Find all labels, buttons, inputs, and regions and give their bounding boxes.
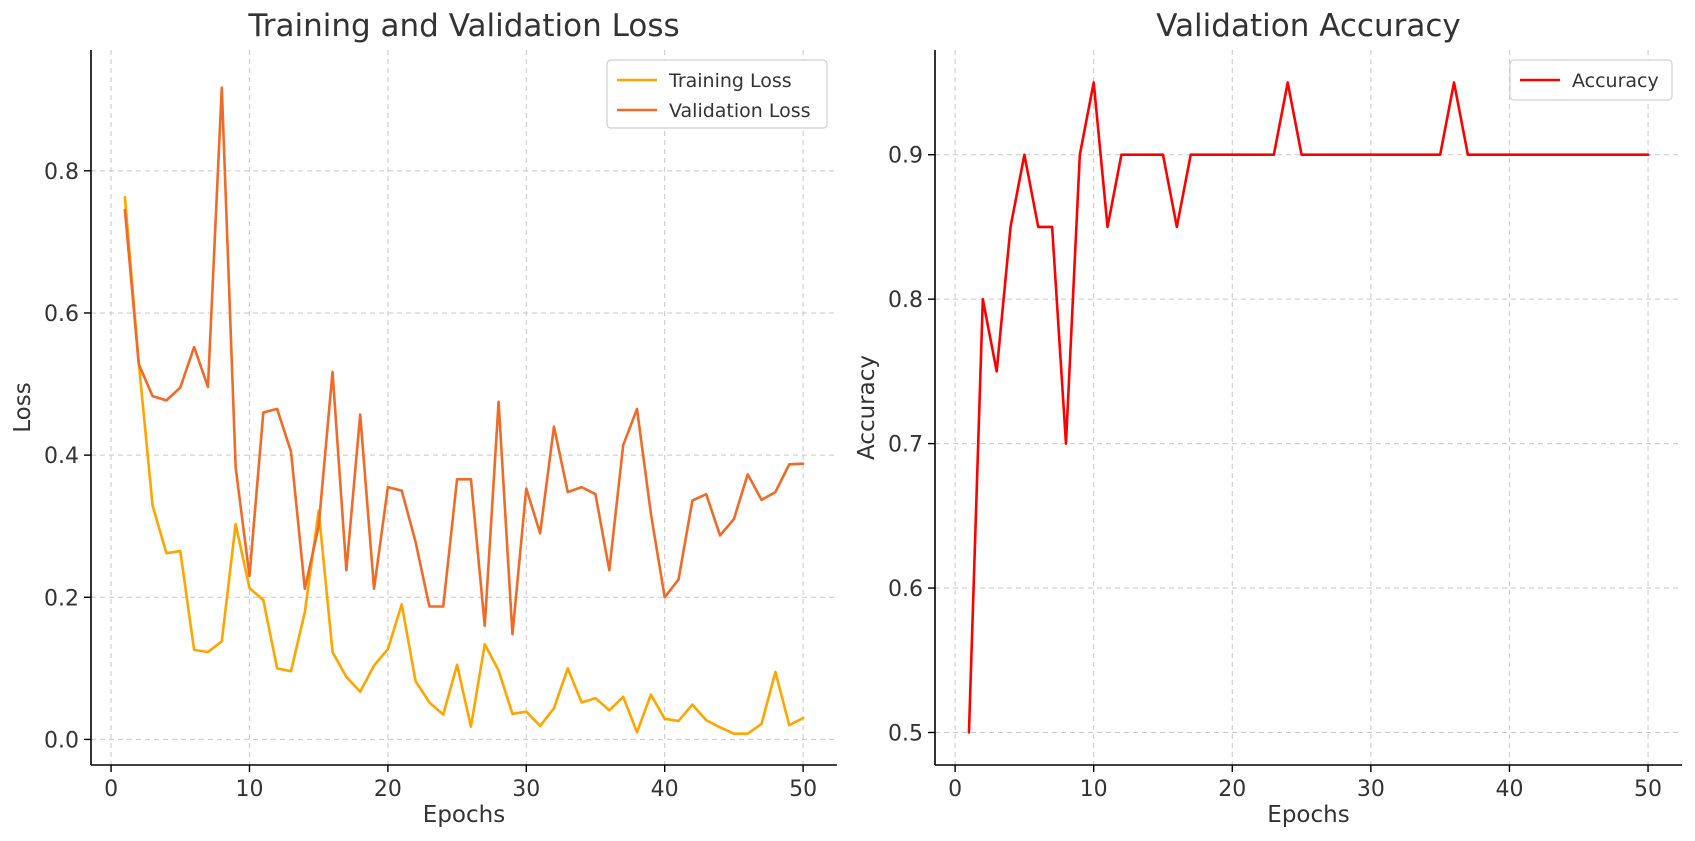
series-line-training-loss <box>123 195 805 736</box>
y-tick-label: 0.2 <box>44 586 79 611</box>
x-tick-label: 40 <box>651 777 679 802</box>
legend-label: Accuracy <box>1572 70 1659 92</box>
x-tick-label: 0 <box>948 777 962 802</box>
x-tick-label: 0 <box>104 777 118 802</box>
x-tick-label: 10 <box>1080 777 1108 802</box>
x-tick-label: 50 <box>1634 777 1662 802</box>
series-line-validation-loss <box>123 86 805 636</box>
x-tick-label: 20 <box>1218 777 1246 802</box>
y-tick-label: 0.6 <box>44 302 79 327</box>
legend-box <box>606 59 828 129</box>
legend-label: Validation Loss <box>669 100 811 122</box>
y-tick-label: 0.8 <box>44 160 79 185</box>
y-tick-label: 0.0 <box>44 728 79 753</box>
y-axis-label: Accuracy <box>854 355 880 460</box>
y-tick-label: 0.9 <box>888 144 923 169</box>
x-tick-label: 20 <box>374 777 402 802</box>
x-axis-label: Epochs <box>423 802 505 828</box>
legend-label: Training Loss <box>668 70 792 92</box>
x-tick-label: 10 <box>235 777 263 802</box>
y-axis-label: Loss <box>10 382 36 432</box>
legend: Training Loss Validation Loss <box>606 59 828 129</box>
chart-title: Validation Accuracy <box>1156 8 1460 44</box>
chart-title: Training and Validation Loss <box>247 8 679 44</box>
y-tick-label: 0.6 <box>888 577 923 602</box>
y-tick-label: 0.5 <box>888 722 923 747</box>
y-tick-label: 0.4 <box>44 444 79 469</box>
series-line-accuracy <box>967 81 1650 734</box>
y-tick-label: 0.7 <box>888 433 923 458</box>
x-axis-label: Epochs <box>1267 802 1349 828</box>
y-tick-label: 0.8 <box>888 288 923 313</box>
accuracy-chart: 0 10 20 30 40 50 0.5 0.6 0.7 0.8 0.9 Validation Acc… <box>854 8 1682 828</box>
x-tick-label: 50 <box>789 777 817 802</box>
x-tick-label: 40 <box>1495 777 1523 802</box>
loss-chart: 0 10 20 30 40 50 0.0 0.2 0.4 0.6 0.8 Training and V… <box>10 8 837 828</box>
legend: Accuracy <box>1509 59 1673 101</box>
legend-box <box>1509 59 1673 101</box>
x-tick-label: 30 <box>1357 777 1385 802</box>
x-tick-label: 30 <box>512 777 540 802</box>
